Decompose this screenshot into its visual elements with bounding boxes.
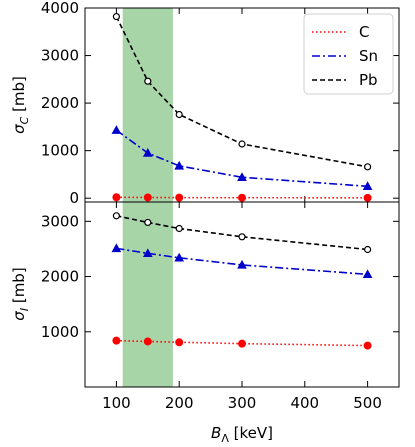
y-tick-label: 1000 xyxy=(41,323,79,341)
bottom-plot-frame xyxy=(84,201,400,388)
data-point-c xyxy=(363,341,372,350)
series-line-c xyxy=(116,196,368,199)
data-point-sn xyxy=(362,269,373,279)
series-line-sn xyxy=(115,129,368,188)
data-point-c xyxy=(238,339,246,348)
legend-entry-sn: Sn xyxy=(312,47,378,65)
data-point-c xyxy=(238,193,246,202)
data-point-c xyxy=(112,193,121,202)
data-point-sn xyxy=(237,172,247,181)
x-axis-label: BΛ [keV] xyxy=(211,424,273,445)
data-point-c xyxy=(143,337,152,346)
data-point-pb xyxy=(175,224,183,233)
data-point-sn xyxy=(174,160,185,170)
data-point-c xyxy=(363,193,372,202)
x-tick-label: 500 xyxy=(353,394,382,412)
data-point-pb xyxy=(238,140,246,148)
data-point-sn xyxy=(237,259,247,269)
data-point-pb xyxy=(112,212,121,220)
bottom-y-ticks: 1000 2000 3000 xyxy=(41,212,399,341)
data-point-sn xyxy=(362,181,373,191)
legend-frame xyxy=(303,13,394,95)
data-point-c xyxy=(112,336,121,345)
y-tick-label: 0 xyxy=(69,189,79,207)
x-tick-label: 400 xyxy=(290,394,319,412)
data-point-sn xyxy=(142,147,153,157)
data-point-sn xyxy=(111,243,122,253)
top-y-ticks: 0 1000 2000 3000 4000 xyxy=(41,0,399,207)
x-tick-label: 100 xyxy=(102,394,131,412)
data-point-pb xyxy=(364,163,372,171)
bottom-series xyxy=(111,212,373,350)
data-point-c xyxy=(175,338,184,347)
y-tick-label: 2000 xyxy=(41,268,79,286)
y-tick-label: 2000 xyxy=(41,94,79,112)
data-point-sn xyxy=(142,248,153,258)
data-point-sn xyxy=(174,252,185,262)
bottom-y-axis-label: σI [mb] xyxy=(10,267,31,320)
bottom-highlight-band xyxy=(122,202,173,387)
x-tick-label: 300 xyxy=(228,394,257,412)
top-y-axis-label: σC [mb] xyxy=(10,76,31,134)
data-point-pb xyxy=(144,77,152,85)
data-point-sn xyxy=(111,125,122,134)
data-point-pb xyxy=(175,110,183,119)
top-series xyxy=(111,12,373,202)
legend-label-pb: Pb xyxy=(359,71,378,89)
x-tick-label: 200 xyxy=(165,394,194,412)
legend-entry-c: C xyxy=(312,23,369,41)
legend-label-sn: Sn xyxy=(359,47,378,65)
data-point-c xyxy=(143,193,152,202)
top-highlight-band xyxy=(122,8,173,202)
bottom-panel: 1000 2000 3000 100 200 300 400 500 σI [mb] BΛ … xyxy=(10,201,400,445)
bottom-x-ticks: 100 200 300 400 500 xyxy=(102,202,382,412)
data-point-pb xyxy=(112,12,121,21)
legend-entry-pb: Pb xyxy=(312,71,378,89)
legend: C Sn Pb xyxy=(303,13,394,95)
series-line-c xyxy=(116,339,368,347)
series-line-sn xyxy=(116,247,368,276)
data-point-pb xyxy=(364,245,372,254)
top-panel: 0 1000 2000 3000 4000 σC [mb] C Sn Pb xyxy=(10,0,400,207)
y-tick-label: 3000 xyxy=(41,47,79,65)
data-point-pb xyxy=(238,233,246,241)
legend-label-c: C xyxy=(359,23,369,41)
data-point-pb xyxy=(144,218,152,227)
y-tick-label: 3000 xyxy=(41,212,79,230)
y-tick-label: 4000 xyxy=(41,0,79,17)
data-point-c xyxy=(175,193,184,202)
y-tick-label: 1000 xyxy=(41,142,79,160)
